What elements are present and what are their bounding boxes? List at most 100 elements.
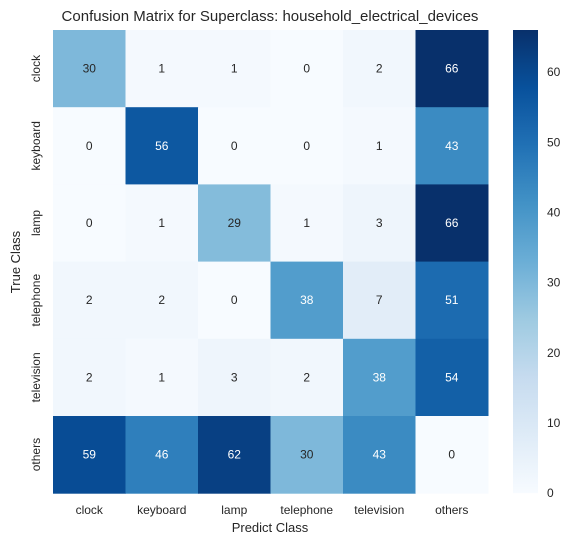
cell-value-label: 1 [231,62,238,76]
colorbar [513,30,538,494]
cell-value-label: 30 [300,448,314,462]
heatmap-cell [270,338,344,417]
heatmap-cell [198,30,271,108]
heatmap-cell [125,338,199,417]
x-tick-label: lamp [221,503,247,517]
cell-value-label: 43 [373,448,387,462]
cell-value-label: 0 [303,62,310,76]
cell-value-label: 0 [231,139,238,153]
y-tick-label: lamp [29,210,43,236]
cell-value-label: 1 [303,216,310,230]
cell-value-label: 29 [228,216,242,230]
cell-value-label: 38 [300,293,314,307]
heatmap-cell [415,107,489,185]
cell-value-label: 7 [376,293,383,307]
cell-value-label: 0 [86,139,93,153]
heatmap-cell [53,184,126,263]
cell-value-label: 62 [228,448,242,462]
cell-value-label: 51 [445,293,459,307]
cell-value-label: 38 [373,370,387,384]
heatmap-cell [198,184,271,263]
cell-value-label: 46 [155,448,169,462]
cell-value-label: 0 [231,293,238,307]
colorbar-tick-label: 30 [547,276,561,290]
cell-value-label: 56 [155,139,169,153]
cell-value-label: 0 [303,139,310,153]
heatmap-cell [270,184,344,263]
x-tick-label: telephone [280,503,333,517]
cell-value-label: 59 [83,448,97,462]
heatmap-cell [198,261,271,340]
heatmap-cell [198,338,271,417]
cell-value-label: 54 [445,370,459,384]
heatmap-cell [270,107,344,185]
cell-value-label: 1 [158,62,165,76]
cell-value-label: 66 [445,216,459,230]
heatmap-cell [343,338,416,417]
x-axis-label: Predict Class [232,520,309,535]
colorbar-tick-label: 20 [547,346,561,360]
heatmap-cell [415,261,489,340]
cell-value-label: 0 [448,448,455,462]
heatmap-cell [343,184,416,263]
heatmap-cell [125,261,199,340]
y-axis-label: True Class [8,230,23,293]
heatmap-cell [270,261,344,340]
cell-value-label: 3 [376,216,383,230]
heatmap-cell [343,107,416,185]
x-tick-label: others [435,503,468,517]
heatmap-cell [415,416,489,494]
cell-value-label: 1 [376,139,383,153]
y-tick-labels: clock keyboard lamp telephone television othe… [29,54,43,471]
colorbar-tick-label: 0 [547,486,554,500]
cell-value-label: 1 [158,370,165,384]
y-tick-label: television [29,352,43,402]
heatmap-cell [53,107,126,185]
x-tick-label: television [354,503,404,517]
cell-value-label: 3 [231,370,238,384]
colorbar-ticks: 0 10 20 30 40 50 60 [547,65,561,500]
heatmap-cell [198,416,271,494]
y-tick-label: keyboard [29,121,43,170]
cell-value-label: 2 [86,370,93,384]
colorbar-tick-label: 10 [547,416,561,430]
y-tick-label: clock [29,54,43,82]
cell-value-label: 43 [445,139,459,153]
heatmap-cell [125,184,199,263]
colorbar-tick-label: 60 [547,65,561,79]
cell-value-label: 2 [86,293,93,307]
colorbar-tick-label: 40 [547,205,561,219]
heatmap-cell [53,416,126,494]
heatmap-cell [343,416,416,494]
heatmap-cell [53,30,126,108]
heatmap-cell [415,184,489,263]
heatmap-cells: 30 1 1 0 2 660 56 0 0 1 430 1 29 1 3 662 2 0 38 7 512 1 3 2 38 54… [53,30,489,494]
cell-value-label: 2 [376,62,383,76]
x-tick-labels: clock keyboard lamp telephone television othe… [76,503,469,517]
heatmap-cell [343,261,416,340]
cell-value-label: 30 [83,62,97,76]
chart-title: Confusion Matrix for Superclass: househo… [62,8,479,25]
cell-value-label: 66 [445,62,459,76]
cell-value-label: 2 [303,370,310,384]
y-tick-label: others [29,438,43,471]
heatmap-cell [125,416,199,494]
x-tick-label: clock [76,503,104,517]
heatmap-cell [198,107,271,185]
cell-value-label: 2 [158,293,165,307]
heatmap-cell [415,30,489,108]
colorbar-tick-label: 50 [547,135,561,149]
heatmap-cell [270,416,344,494]
heatmap-cell [270,30,344,108]
heatmap-cell [343,30,416,108]
cell-value-label: 0 [86,216,93,230]
y-tick-label: telephone [29,274,43,327]
heatmap-cell [53,261,126,340]
heatmap-cell [415,338,489,417]
heatmap-cell [125,107,199,185]
x-tick-label: keyboard [137,503,186,517]
heatmap-cell [125,30,199,108]
heatmap-cell [53,338,126,417]
cell-value-label: 1 [158,216,165,230]
